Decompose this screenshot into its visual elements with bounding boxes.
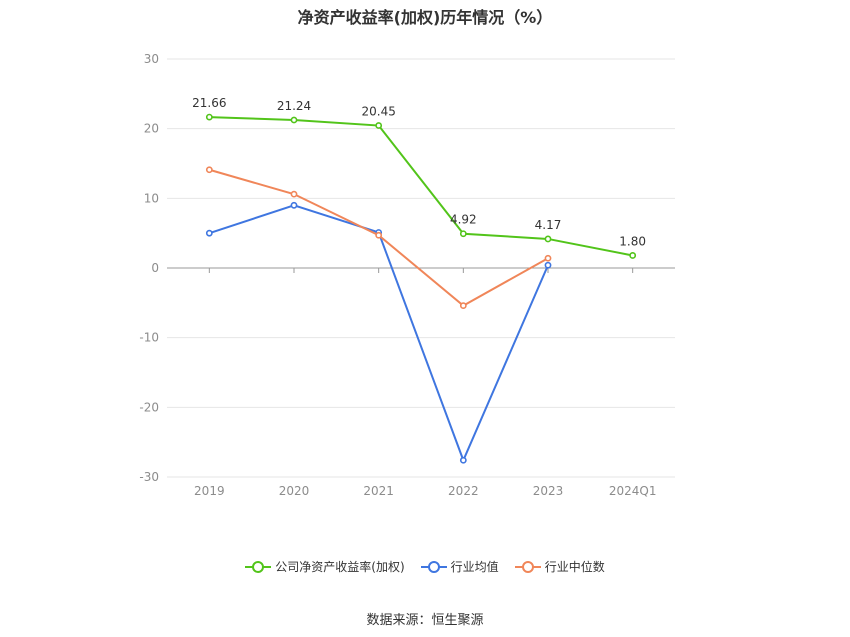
data-label: 20.45 (361, 105, 395, 119)
series-point-0 (205, 113, 213, 121)
x-tick-label: 2023 (533, 484, 564, 498)
data-label: 4.17 (535, 218, 562, 232)
data-label: 1.80 (619, 234, 646, 248)
y-tick-label: -10 (139, 331, 159, 345)
y-tick-label: -20 (139, 400, 159, 414)
data-source-note: 数据来源：恒生聚源 (366, 613, 484, 628)
series-point-0 (544, 235, 552, 243)
legend-label: 行业均值 (450, 560, 499, 574)
x-tick-label: 2021 (363, 484, 394, 498)
legend-item-0[interactable]: 公司净资产收益率(加权) (245, 558, 405, 575)
y-tick-label: 20 (144, 122, 159, 136)
data-label: 21.24 (277, 99, 311, 113)
series-point-1 (290, 201, 298, 209)
legend-marker-icon (245, 560, 272, 573)
chart-title: 净资产收益率(加权)历年情况（%） (297, 8, 553, 27)
x-tick-label: 2022 (448, 484, 479, 498)
series-point-1 (459, 456, 467, 464)
chart-legend: 公司净资产收益率(加权) 行业均值 行业中位数 (0, 558, 850, 575)
x-tick-label: 2020 (279, 484, 310, 498)
legend-item-2[interactable]: 行业中位数 (514, 558, 605, 575)
series-point-0 (375, 122, 383, 129)
series-point-2 (459, 302, 467, 310)
series-point-0 (459, 230, 467, 238)
series-point-2 (290, 190, 298, 198)
series-line-0 (209, 116, 633, 257)
series-point-0 (629, 252, 637, 259)
legend-marker-icon (514, 560, 541, 573)
legend-label: 公司净资产收益率(加权) (275, 560, 405, 574)
series-point-2 (375, 231, 383, 239)
x-tick-label: 2024Q1 (609, 484, 657, 498)
data-label: 21.66 (192, 96, 226, 110)
y-tick-label: 0 (151, 261, 159, 275)
data-label: 4.92 (450, 213, 477, 227)
y-tick-label: 30 (144, 52, 159, 66)
legend-label: 行业中位数 (544, 560, 605, 574)
series-point-2 (544, 254, 552, 262)
series-point-1 (544, 261, 552, 269)
x-tick-label: 2019 (194, 484, 225, 498)
legend-item-1[interactable]: 行业均值 (420, 558, 499, 575)
series-line-1 (209, 204, 549, 463)
series-point-0 (290, 116, 298, 124)
y-tick-label: -30 (139, 470, 159, 484)
legend-marker-icon (420, 560, 447, 573)
series-point-2 (205, 166, 213, 174)
series-point-1 (205, 229, 213, 237)
y-tick-label: 10 (144, 191, 159, 205)
